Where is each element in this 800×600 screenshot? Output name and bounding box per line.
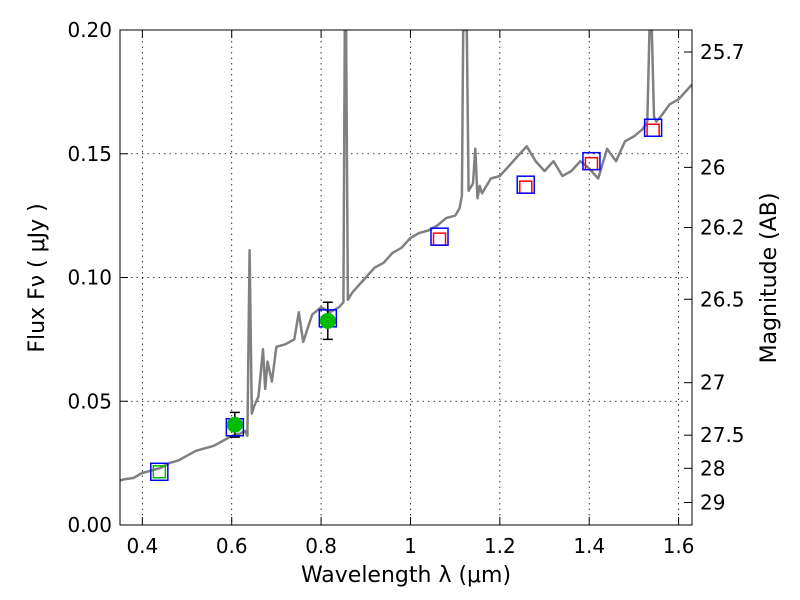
right-tick-label: 29 [700, 490, 725, 514]
y-tick-label: 0.00 [67, 513, 112, 537]
x-tick-label: 1.6 [663, 534, 695, 558]
model-photometry-marker [150, 462, 169, 482]
tick-labels: 0.4 0.6 0.8 1 1.2 1.4 1.6 0.00 0.05 0.10 0.15 0.20 2… [67, 18, 744, 558]
model-photometry-marker [430, 227, 449, 246]
detection-marker [319, 312, 336, 329]
right-axis-label: Magnitude (AB) [757, 193, 782, 364]
model-photometry-marker [643, 118, 663, 138]
y-axis-label: Flux Fν ( μJy ) [25, 203, 50, 352]
y-tick-label: 0.15 [67, 142, 112, 166]
right-tick-label: 27.5 [700, 423, 745, 447]
model-photometry-marker [516, 175, 536, 194]
observed-marker [646, 123, 660, 137]
right-tick-label: 26 [700, 155, 725, 179]
x-axis-label: Wavelength λ (μm) [301, 563, 511, 588]
x-tick-label: 0.8 [305, 534, 337, 558]
tick-marks [120, 29, 692, 526]
observed-marker [432, 232, 447, 246]
right-tick-label: 26.5 [700, 287, 745, 311]
right-tick-label: 27 [700, 371, 725, 395]
right-tick-label: 25.7 [700, 40, 745, 64]
right-tick-label: 26.2 [700, 216, 745, 240]
right-tick-label: 28 [700, 456, 725, 480]
x-tick-label: 0.6 [216, 534, 248, 558]
model-photometry-marker [582, 151, 601, 171]
upper-limit-marker [152, 465, 167, 479]
detection-marker [226, 416, 243, 433]
y-tick-label: 0.20 [67, 18, 112, 42]
observed-marker [519, 180, 533, 194]
series-layer [120, 30, 692, 482]
x-tick-label: 1.4 [573, 534, 605, 558]
x-tick-label: 1.2 [484, 534, 516, 558]
y-tick-label: 0.10 [67, 266, 112, 290]
x-tick-label: 0.4 [126, 534, 158, 558]
grid-lines [120, 29, 692, 526]
y-tick-label: 0.05 [67, 389, 112, 413]
x-tick-label: 1 [404, 534, 417, 558]
plot-area [120, 30, 692, 482]
model-sed-line [120, 30, 692, 482]
